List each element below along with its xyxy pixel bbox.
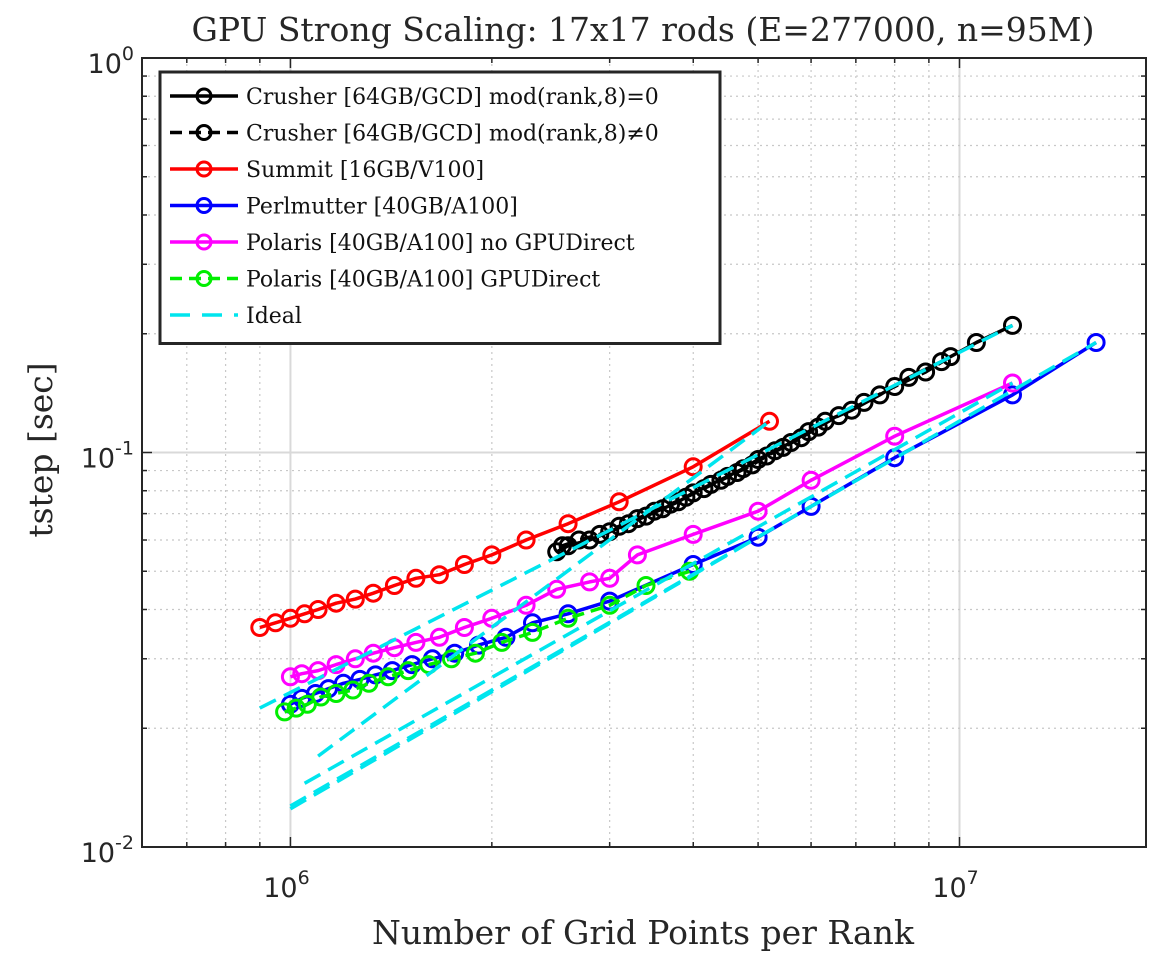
data-point: [384, 576, 404, 595]
data-point: [627, 545, 647, 565]
data-point: [406, 632, 426, 652]
legend-entry-label: Ideal: [246, 304, 302, 329]
data-point: [547, 579, 567, 599]
data-point: [558, 514, 578, 534]
data-point: [326, 593, 346, 613]
data-point: [1086, 333, 1106, 352]
data-point: [359, 673, 379, 693]
data-point: [454, 555, 474, 574]
data-point: [398, 661, 418, 681]
data-point: [363, 583, 383, 603]
x-tick-label: 106: [263, 867, 309, 904]
data-point: [454, 618, 474, 637]
data-point: [683, 457, 703, 477]
legend-swatch-marker: [195, 87, 213, 105]
legend-swatch-marker: [195, 160, 213, 178]
data-point: [482, 545, 502, 565]
data-point: [345, 589, 365, 609]
ideal-line: [317, 419, 771, 758]
legend: Crusher [64GB/GCD] mod(rank,8)=0 Crusher …: [158, 70, 722, 345]
data-point: [757, 446, 777, 466]
ideal-line: [289, 535, 759, 811]
data-point: [429, 627, 449, 647]
data-point: [496, 627, 516, 647]
legend-box: [158, 70, 722, 345]
data-point: [609, 492, 629, 512]
y-axis-label: tstep [sec]: [21, 362, 60, 537]
data-point: [748, 501, 768, 521]
axis-ticks: 106 107 10-2 10-1 100: [81, 43, 1146, 904]
data-point: [870, 385, 890, 405]
chart-title: GPU Strong Scaling: 17x17 rods (E=277000…: [192, 10, 1095, 49]
data-point: [636, 576, 656, 595]
data-point: [441, 649, 461, 669]
data-point: [941, 347, 961, 367]
legend-swatch-marker: [195, 270, 213, 287]
data-point: [808, 417, 828, 437]
legend-entry-label: Summit [16GB/V100]: [246, 158, 484, 183]
data-point: [429, 565, 449, 585]
legend-swatch-marker: [195, 124, 213, 141]
ideal-line: [259, 323, 1014, 710]
data-point: [1003, 315, 1022, 335]
data-point: [885, 377, 905, 396]
legend-entry-label: Crusher [64GB/GCD] mod(rank,8)=0: [246, 85, 659, 110]
data-point: [465, 643, 485, 663]
data-point: [899, 367, 919, 387]
data-point: [492, 632, 512, 652]
data-point: [829, 406, 849, 426]
data-point: [932, 352, 951, 372]
y-tick-label: 10-1: [81, 438, 134, 475]
legend-entry-label: Polaris [40GB/A100] GPUDirect: [246, 268, 600, 293]
data-point: [801, 470, 821, 490]
data-point: [280, 667, 300, 687]
data-point: [516, 595, 536, 615]
data-point: [406, 568, 426, 588]
data-point: [523, 613, 542, 633]
legend-entry-label: Polaris [40GB/A100] no GPUDirect: [246, 231, 635, 256]
legend-entry-label: Perlmutter [40GB/A100]: [246, 195, 518, 220]
data-point: [600, 568, 620, 588]
data-point: [854, 392, 874, 412]
y-tick-label: 100: [88, 43, 134, 80]
legend-swatch-marker: [195, 197, 213, 214]
data-point: [748, 527, 768, 547]
data-point: [727, 463, 747, 482]
data-point: [343, 680, 363, 700]
legend-swatch-marker: [195, 233, 213, 251]
data-point: [275, 702, 295, 722]
legend-entry-label: Crusher [64GB/GCD] mod(rank,8)≠0: [246, 122, 659, 147]
ideal-line: [303, 381, 1014, 785]
data-point: [516, 530, 536, 550]
data-point: [885, 426, 905, 446]
data-point: [580, 572, 600, 592]
data-point: [558, 608, 578, 628]
data-point: [523, 622, 542, 642]
data-point: [966, 333, 986, 352]
x-tick-label: 107: [932, 867, 978, 904]
x-axis-label: Number of Grid Points per Rank: [372, 913, 915, 952]
data-point: [345, 649, 365, 669]
data-point: [308, 600, 328, 619]
data-point: [1003, 373, 1022, 393]
data-point: [683, 524, 703, 544]
y-tick-label: 10-2: [81, 832, 134, 869]
data-point: [590, 524, 610, 544]
plot-series: [250, 315, 1106, 811]
data-point: [286, 698, 306, 718]
data-point: [760, 411, 779, 431]
data-point: [378, 667, 398, 687]
